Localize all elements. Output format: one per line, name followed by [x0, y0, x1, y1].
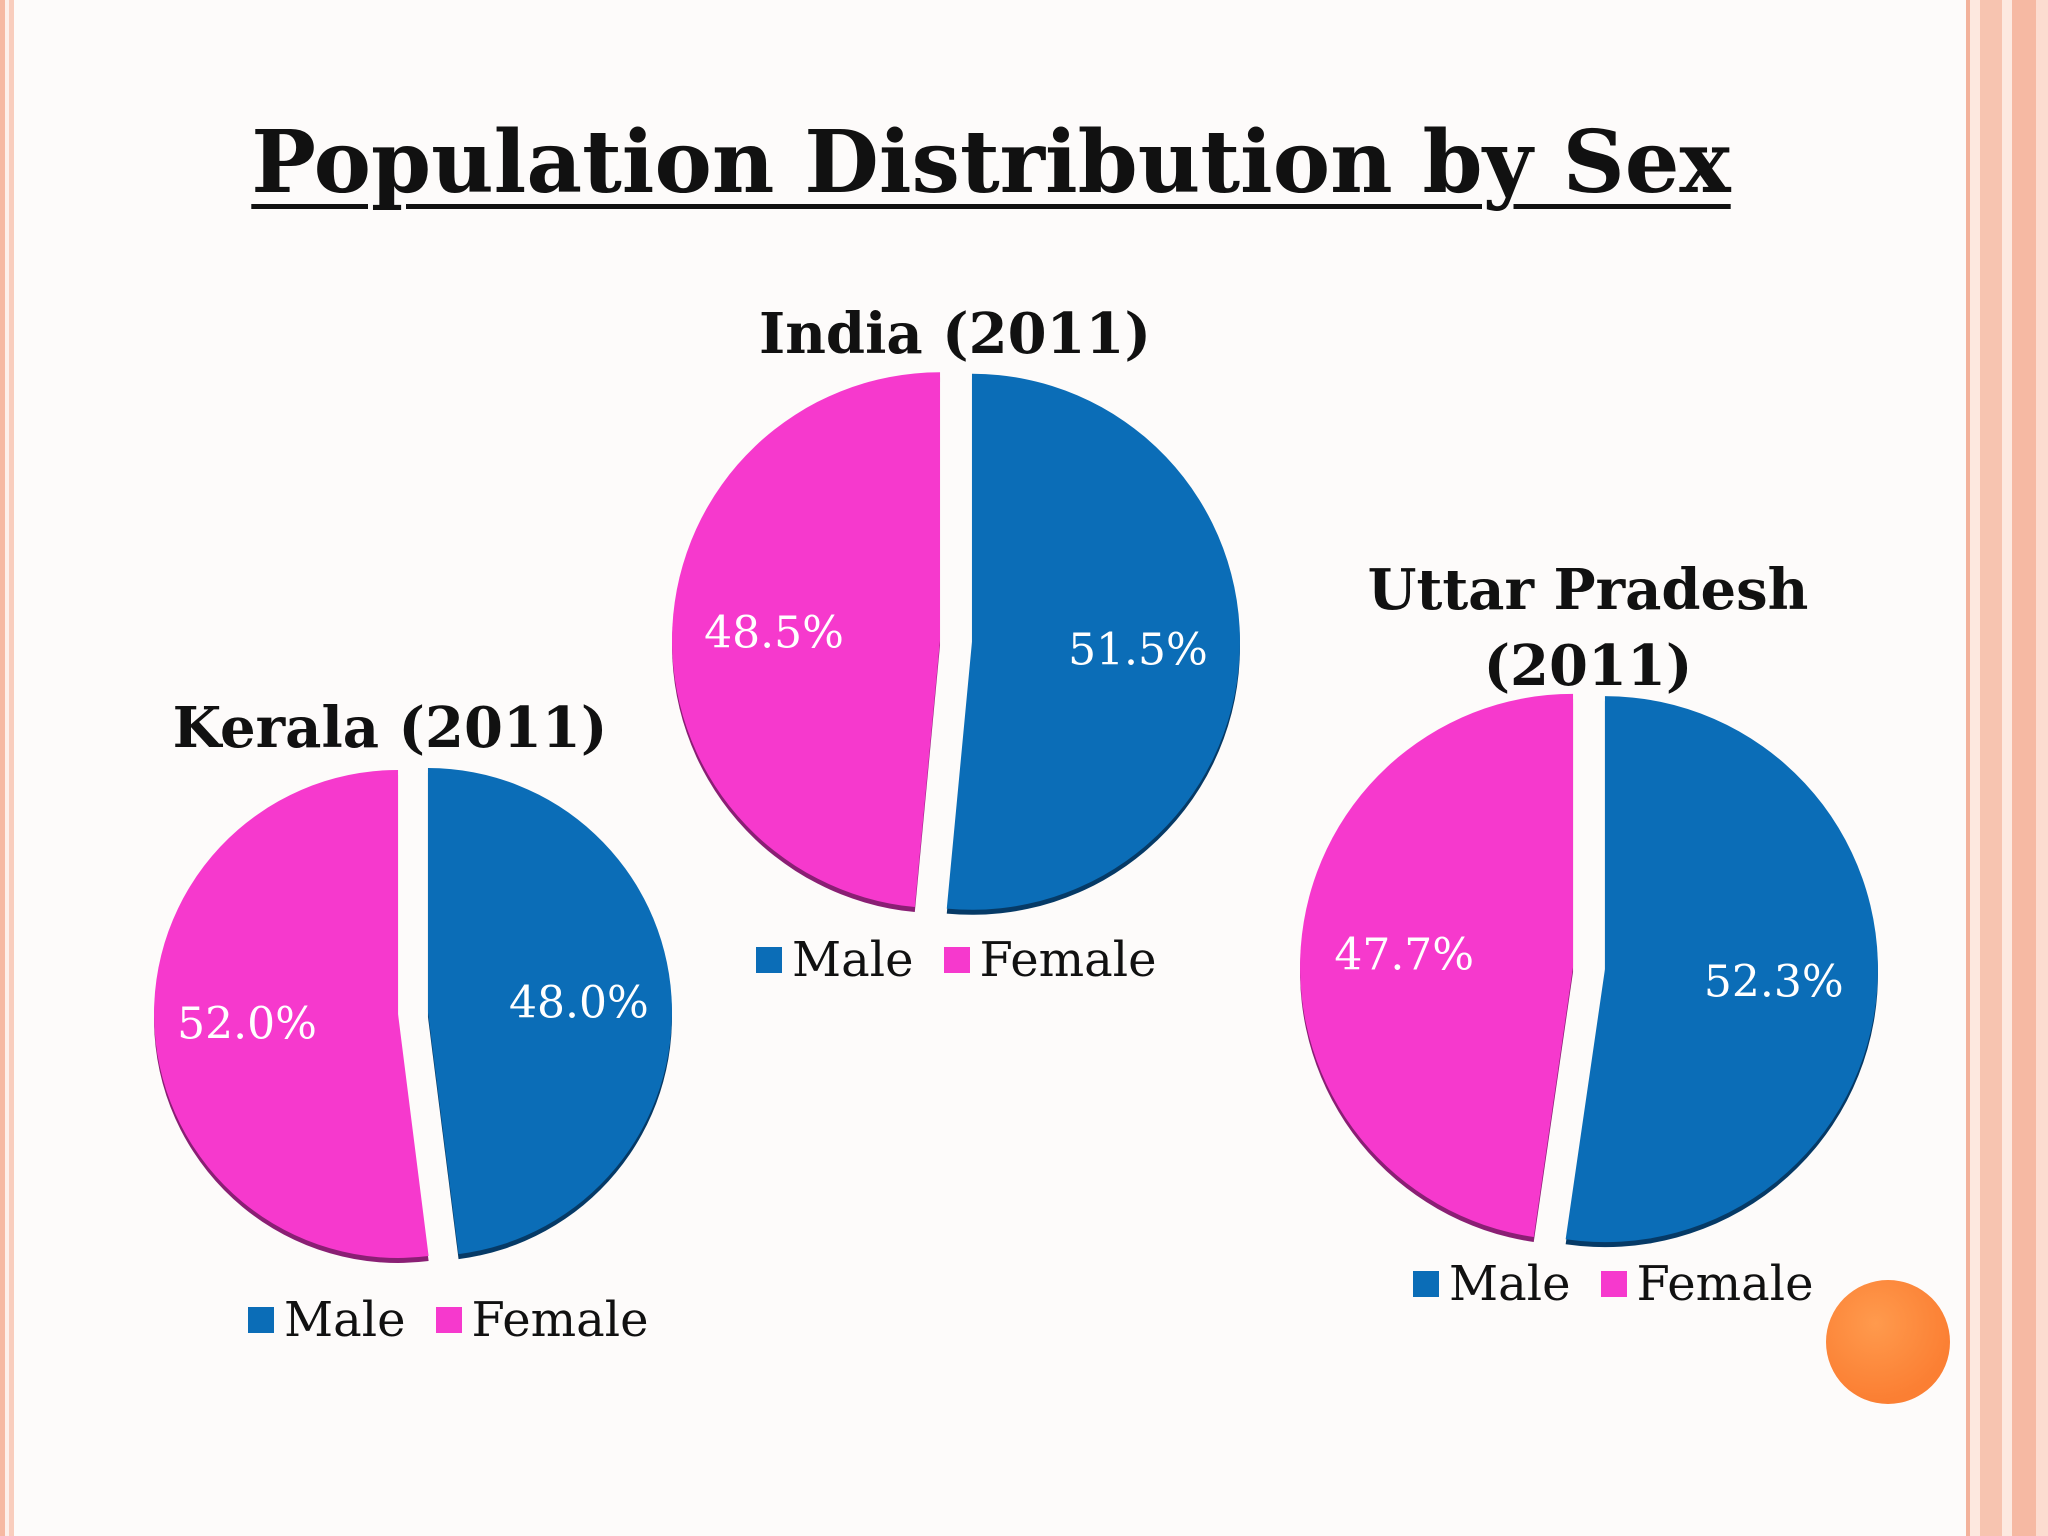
legend-swatch-female — [1600, 1271, 1627, 1297]
pie-slice-female — [672, 372, 941, 908]
legend-item-female: Female — [435, 1292, 649, 1348]
data-label-male: 51.5% — [1068, 625, 1208, 676]
chart-title-kerala: Kerala (2011) — [172, 695, 608, 761]
legend-swatch-female — [435, 1307, 462, 1333]
legend-item-male: Male — [756, 932, 914, 988]
legend-item-female: Female — [1600, 1256, 1814, 1312]
legend-india: Male Female — [756, 932, 1157, 988]
legend-label-male: Male — [284, 1292, 406, 1348]
legend-item-male: Male — [1413, 1256, 1571, 1312]
pie-slice-male — [427, 768, 672, 1255]
legend-label-male: Male — [792, 932, 914, 988]
data-label-female: 47.7% — [1334, 930, 1474, 981]
legend-uttar-pradesh: Male Female — [1413, 1256, 1814, 1312]
data-label-male: 48.0% — [509, 978, 649, 1029]
pie-slice-male — [946, 373, 1240, 910]
data-label-male: 52.3% — [1704, 956, 1844, 1007]
legend-item-male: Male — [248, 1292, 406, 1348]
legend-kerala: Male Female — [248, 1292, 649, 1348]
legend-swatch-male — [248, 1307, 274, 1333]
pie-slice-female — [154, 769, 429, 1258]
pie-slice-female — [1300, 693, 1574, 1237]
pie-slice-male — [1565, 696, 1878, 1243]
legend-label-female: Female — [979, 932, 1157, 988]
legend-swatch-male — [756, 947, 782, 973]
legend-item-female: Female — [943, 932, 1157, 988]
legend-swatch-female — [943, 947, 970, 973]
right-border — [1966, 0, 2048, 1536]
left-border — [0, 0, 14, 1536]
legend-label-female: Female — [471, 1292, 649, 1348]
decorative-circle — [1826, 1280, 1950, 1404]
page-title: Population Distribution by Sex — [251, 112, 1731, 213]
legend-label-female: Female — [1636, 1256, 1814, 1312]
chart-title-india: India (2011) — [759, 301, 1151, 367]
legend-swatch-male — [1413, 1271, 1439, 1297]
data-label-female: 48.5% — [704, 607, 844, 658]
data-label-female: 52.0% — [177, 998, 317, 1049]
chart-title-uttar-pradesh: Uttar Pradesh (2011) — [1367, 557, 1809, 699]
legend-label-male: Male — [1449, 1256, 1571, 1312]
